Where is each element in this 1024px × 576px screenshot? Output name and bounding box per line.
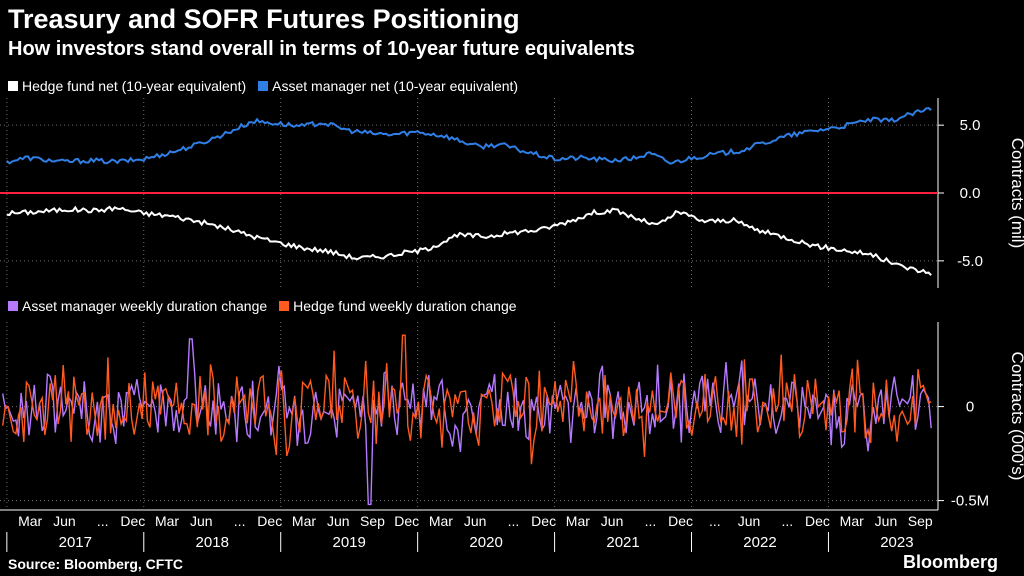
legend-hedge-fund-weekly: Hedge fund weekly duration change bbox=[279, 298, 517, 314]
x-tick-label: Jun bbox=[327, 513, 350, 529]
asset-manager-net-line bbox=[6, 107, 932, 165]
legend-swatch-purple bbox=[8, 301, 18, 311]
x-tick-label: Jun bbox=[190, 513, 213, 529]
legend-swatch-white bbox=[8, 81, 18, 91]
x-tick-label: Mar bbox=[292, 513, 316, 529]
x-tick-label: Jun bbox=[875, 513, 898, 529]
legend-asset-manager-weekly: Asset manager weekly duration change bbox=[8, 298, 267, 314]
x-tick-label: ... bbox=[645, 513, 657, 529]
year-label: 2017 bbox=[59, 534, 92, 551]
hedge-fund-net-line bbox=[6, 205, 932, 276]
legend-label: Hedge fund net (10-year equivalent) bbox=[22, 78, 247, 94]
x-tick-label: Mar bbox=[18, 513, 42, 529]
x-tick-label: ... bbox=[709, 513, 721, 529]
year-label: 2023 bbox=[880, 534, 913, 551]
bottom-legend: Asset manager weekly duration change Hed… bbox=[8, 298, 529, 314]
top-legend: Hedge fund net (10-year equivalent) Asse… bbox=[8, 78, 530, 94]
x-tick-label: Dec bbox=[120, 513, 145, 529]
x-tick-label: Jun bbox=[738, 513, 761, 529]
x-tick-label: Mar bbox=[566, 513, 590, 529]
legend-swatch-orange bbox=[279, 301, 290, 311]
legend-asset-manager-net: Asset manager net (10-year equivalent) bbox=[258, 78, 518, 94]
year-label: 2022 bbox=[743, 534, 776, 551]
y-tick-label: 5.0 bbox=[960, 117, 981, 134]
chart-subtitle: How investors stand overall in terms of … bbox=[8, 38, 635, 60]
y-tick-label: -5.0 bbox=[957, 253, 983, 270]
x-tick-label: Mar bbox=[155, 513, 179, 529]
legend-label: Asset manager net (10-year equivalent) bbox=[272, 78, 519, 94]
source-note: Source: Bloomberg, CFTC bbox=[8, 556, 184, 572]
y-tick-label: -0.5M bbox=[951, 493, 989, 510]
x-tick-label: Dec bbox=[394, 513, 419, 529]
x-tick-label: Sep bbox=[360, 513, 385, 529]
x-tick-label: ... bbox=[782, 513, 794, 529]
legend-hedge-fund-net: Hedge fund net (10-year equivalent) bbox=[8, 78, 246, 94]
x-tick-label: Mar bbox=[840, 513, 864, 529]
x-tick-label: Sep bbox=[908, 513, 933, 529]
year-label: 2021 bbox=[606, 534, 639, 551]
year-label: 2020 bbox=[469, 534, 502, 551]
hedge-fund-weekly-line bbox=[2, 334, 932, 465]
year-label: 2018 bbox=[196, 534, 229, 551]
legend-label: Asset manager weekly duration change bbox=[22, 298, 268, 314]
x-tick-label: Dec bbox=[531, 513, 556, 529]
bloomberg-logo: Bloomberg bbox=[902, 552, 998, 572]
x-tick-label: Jun bbox=[53, 513, 76, 529]
y-tick-label: 0.0 bbox=[960, 185, 981, 202]
x-tick-label: ... bbox=[508, 513, 520, 529]
x-tick-label: Jun bbox=[601, 513, 624, 529]
legend-label: Hedge fund weekly duration change bbox=[293, 298, 517, 314]
x-tick-label: Jun bbox=[464, 513, 487, 529]
x-tick-label: Dec bbox=[805, 513, 830, 529]
chart-title: Treasury and SOFR Futures Positioning bbox=[8, 4, 520, 34]
y-tick-label: 0 bbox=[966, 399, 974, 416]
y-axis-title: Contracts (mil) bbox=[1008, 138, 1024, 249]
x-tick-label: Mar bbox=[429, 513, 453, 529]
x-tick-label: Dec bbox=[668, 513, 693, 529]
legend-swatch-blue bbox=[258, 81, 269, 91]
x-tick-label: Dec bbox=[257, 513, 282, 529]
x-tick-label: ... bbox=[97, 513, 109, 529]
year-label: 2019 bbox=[332, 534, 365, 551]
asset-manager-weekly-line bbox=[2, 338, 932, 506]
y-axis-title: Contracts (000's) bbox=[1008, 352, 1024, 481]
x-tick-label: ... bbox=[234, 513, 246, 529]
